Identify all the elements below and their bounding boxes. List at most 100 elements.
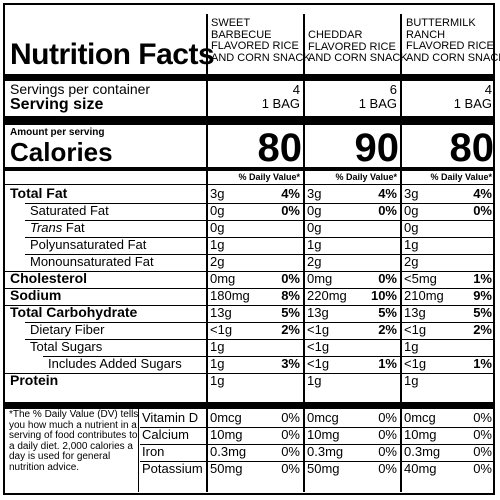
nutrient-amount: <1g xyxy=(307,322,330,337)
vitamin-daily-value: 0% xyxy=(473,410,492,425)
nutrient-daily-value: 3% xyxy=(281,356,300,371)
vitamin-amount: 10mg xyxy=(404,427,437,442)
nutrient-amount: 1g xyxy=(307,237,322,252)
nutrient-daily-value: 2% xyxy=(281,322,300,337)
nutrient-amount: 0g xyxy=(404,203,419,218)
vitamin-daily-value: 0% xyxy=(281,427,300,442)
nutrient-amount: 0g xyxy=(210,203,225,218)
nutrient-daily-value: 0% xyxy=(378,271,397,286)
product-2-name: CHEDDAR FLAVORED RICE AND CORN SNACK xyxy=(308,29,408,65)
product-3-calories: 80 xyxy=(449,126,495,170)
nutrient-daily-value: 1% xyxy=(378,356,397,371)
product-2-servings: 6 xyxy=(389,82,397,97)
product-3-name: BUTTERMILK RANCH FLAVORED RICE AND CORN … xyxy=(406,17,500,64)
nutrient-amount: 0g xyxy=(404,220,419,235)
nutrient-label-italic: Trans xyxy=(30,220,63,235)
vitamin-daily-value: 0% xyxy=(473,444,492,459)
row-divider xyxy=(5,373,493,374)
product-3-dv-header: % Daily Value* xyxy=(430,172,492,182)
thick-divider xyxy=(5,116,493,125)
nutrient-amount: 1g xyxy=(210,356,225,371)
nutrient-daily-value: 0% xyxy=(281,203,300,218)
thick-divider xyxy=(5,167,493,171)
product-3-name-line: BUTTERMILK xyxy=(406,17,476,29)
vitamin-amount: 0mcg xyxy=(210,410,242,425)
nutrient-daily-value: 4% xyxy=(281,186,300,201)
calories-label: Calories xyxy=(10,137,113,167)
column-divider xyxy=(206,14,208,492)
row-divider xyxy=(140,444,493,445)
nutrient-daily-value: 4% xyxy=(378,186,397,201)
nutrient-amount: 1g xyxy=(210,237,225,252)
product-1-name-line: SWEET xyxy=(211,17,251,29)
nutrient-daily-value: 8% xyxy=(281,288,300,303)
nutrient-amount: 13g xyxy=(404,305,426,320)
nutrient-label: Trans Fat xyxy=(30,220,85,235)
product-3-name-line: RANCH xyxy=(406,28,446,41)
serving-size-label: Serving size xyxy=(10,96,104,113)
product-2-calories: 90 xyxy=(354,126,400,170)
product-2-name-line: AND CORN SNACK xyxy=(308,52,408,64)
nutrient-amount: 3g xyxy=(307,186,322,201)
nutrient-amount: <1g xyxy=(307,356,330,371)
nutrient-amount: 2g xyxy=(307,254,322,269)
nutrient-amount: 1g xyxy=(404,373,419,388)
vitamin-label: Potassium xyxy=(142,461,203,476)
nutrient-label: Protein xyxy=(10,372,59,388)
nutrient-daily-value: 0% xyxy=(473,203,492,218)
nutrient-amount: 13g xyxy=(307,305,329,320)
nutrient-amount: 1g xyxy=(404,339,419,354)
vitamin-daily-value: 0% xyxy=(473,461,492,476)
nutrient-amount: 0g xyxy=(307,220,322,235)
vitamin-amount: 50mg xyxy=(307,461,340,476)
nutrient-daily-value: 5% xyxy=(473,305,492,320)
nutrient-amount: <5mg xyxy=(404,271,437,286)
nutrient-label: Polyunsaturated Fat xyxy=(30,237,147,252)
row-divider xyxy=(5,305,493,306)
nutrient-daily-value: 9% xyxy=(473,288,492,303)
vitamin-amount: 50mg xyxy=(210,461,243,476)
row-divider xyxy=(43,356,493,357)
nutrient-amount: 2g xyxy=(404,254,419,269)
product-2-name-line: CHEDDAR xyxy=(308,29,363,41)
vitamin-amount: 0.3mg xyxy=(404,444,441,459)
nutrient-daily-value: 0% xyxy=(281,271,300,286)
nutrient-daily-value: 2% xyxy=(378,322,397,337)
vitamin-amount: 0.3mg xyxy=(307,444,344,459)
product-2-dv-header: % Daily Value* xyxy=(335,172,397,182)
nutrient-daily-value: 1% xyxy=(473,271,492,286)
nutrient-daily-value: 5% xyxy=(281,305,300,320)
row-divider xyxy=(25,237,493,238)
nutrient-amount: 1g xyxy=(210,373,225,388)
nutrient-daily-value: 1% xyxy=(473,356,492,371)
nutrient-amount: 220mg xyxy=(307,288,347,303)
nutrient-amount: 3g xyxy=(404,186,419,201)
nutrient-daily-value: 5% xyxy=(378,305,397,320)
product-1-name-line: BARBECUE xyxy=(211,28,272,41)
product-1-name-line: AND CORN SNACK xyxy=(211,51,311,64)
product-1-servings: 4 xyxy=(292,82,300,97)
nutrient-label: Total Carbohydrate xyxy=(10,304,138,320)
nutrient-label: Cholesterol xyxy=(10,270,88,286)
row-divider xyxy=(25,339,493,340)
nutrient-daily-value: 0% xyxy=(378,203,397,218)
row-divider xyxy=(5,271,493,272)
vitamin-label: Vitamin D xyxy=(142,410,199,425)
vitamin-label: Iron xyxy=(142,444,165,459)
row-divider xyxy=(140,427,493,428)
vitamin-amount: 0.3mg xyxy=(210,444,247,459)
vitamin-amount: 40mg xyxy=(404,461,437,476)
product-3-name-line: AND CORN SNACK xyxy=(406,51,500,64)
row-divider xyxy=(25,322,493,323)
column-divider xyxy=(400,14,402,492)
nutrient-daily-value: 4% xyxy=(473,186,492,201)
vitamin-label: Calcium xyxy=(142,427,189,442)
nutrition-facts-panel xyxy=(3,3,495,495)
nutrient-label: Monounsaturated Fat xyxy=(30,254,154,269)
row-divider xyxy=(25,203,493,204)
nutrient-amount: 1g xyxy=(210,339,225,354)
vitamin-amount: 0mcg xyxy=(307,410,339,425)
product-2-name-line: FLAVORED RICE xyxy=(308,40,396,53)
row-divider xyxy=(5,184,493,185)
nutrient-amount: 3g xyxy=(210,186,225,201)
